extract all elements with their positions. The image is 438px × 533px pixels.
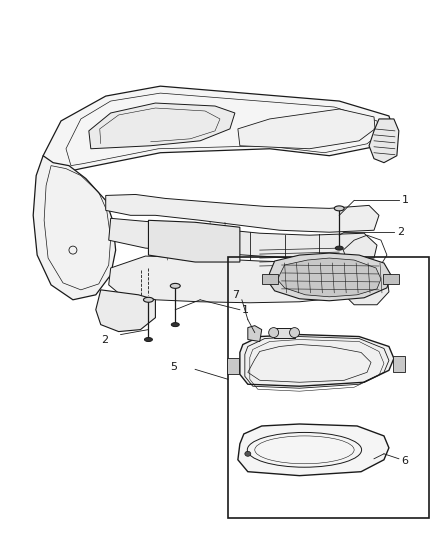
- Polygon shape: [274, 328, 294, 337]
- Text: 1: 1: [242, 305, 249, 314]
- Text: 2: 2: [101, 335, 108, 344]
- Ellipse shape: [290, 328, 300, 337]
- Polygon shape: [393, 357, 405, 373]
- Polygon shape: [109, 256, 377, 303]
- Polygon shape: [33, 156, 116, 300]
- Polygon shape: [339, 265, 389, 305]
- Polygon shape: [106, 195, 379, 232]
- Bar: [228, 257, 429, 519]
- Text: 6: 6: [401, 456, 408, 466]
- Polygon shape: [227, 358, 239, 374]
- Polygon shape: [278, 258, 381, 297]
- Text: 7: 7: [232, 290, 239, 300]
- Text: 5: 5: [170, 362, 177, 373]
- Polygon shape: [109, 219, 377, 260]
- Polygon shape: [238, 109, 375, 149]
- Polygon shape: [148, 220, 240, 262]
- Ellipse shape: [245, 451, 251, 456]
- Ellipse shape: [170, 284, 180, 288]
- Polygon shape: [96, 290, 155, 332]
- Ellipse shape: [144, 297, 153, 302]
- Polygon shape: [369, 119, 399, 163]
- Text: 1: 1: [402, 196, 409, 205]
- Polygon shape: [248, 326, 262, 342]
- Ellipse shape: [145, 337, 152, 342]
- Polygon shape: [238, 424, 389, 475]
- Ellipse shape: [171, 322, 179, 327]
- Ellipse shape: [334, 206, 344, 211]
- Polygon shape: [383, 274, 399, 284]
- Polygon shape: [89, 103, 235, 149]
- Text: 2: 2: [397, 227, 404, 237]
- Ellipse shape: [335, 246, 343, 250]
- Polygon shape: [240, 335, 394, 386]
- Ellipse shape: [268, 328, 279, 337]
- Polygon shape: [43, 86, 394, 175]
- Polygon shape: [262, 274, 278, 284]
- Polygon shape: [268, 253, 391, 301]
